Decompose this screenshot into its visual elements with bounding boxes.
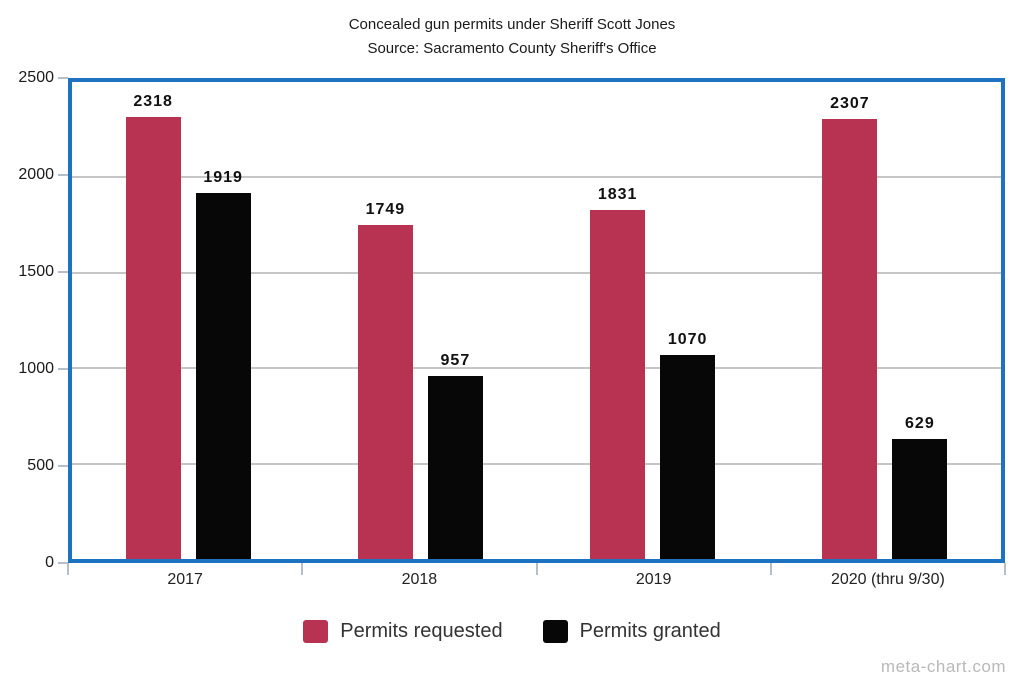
bar-column: 957 (427, 82, 483, 559)
legend: Permits requested Permits granted (0, 620, 1024, 643)
legend-label: Permits granted (579, 620, 721, 642)
bar-group: 2307 629 (769, 82, 1001, 559)
bar-value-label: 1831 (597, 185, 638, 203)
y-tick (58, 271, 68, 273)
gridline (72, 462, 1001, 465)
x-axis-label: 2019 (635, 571, 672, 588)
y-tick-label: 2000 (18, 166, 54, 183)
chart-title: Concealed gun permits under Sheriff Scot… (348, 16, 676, 33)
legend-label: Permits requested (340, 620, 503, 642)
bar-column: 1070 (660, 82, 716, 559)
legend-item: Permits granted (542, 620, 721, 643)
bar (125, 116, 181, 559)
gridline (72, 176, 1001, 179)
y-tick-label: 1000 (18, 360, 54, 377)
bar-value-label: 2307 (830, 94, 870, 112)
y-tick-label: 2500 (18, 69, 54, 86)
y-tick (58, 77, 68, 79)
bar-value-label: 1749 (365, 201, 406, 219)
bar-group: 1831 1070 (537, 82, 769, 559)
x-tick (1004, 563, 1006, 575)
watermark: meta-chart.com (880, 657, 1006, 676)
bar (660, 354, 716, 559)
x-axis-label: 2017 (167, 571, 203, 588)
legend-swatch (542, 620, 568, 643)
bar-column: 1749 (357, 82, 413, 559)
y-tick (58, 465, 68, 467)
bar-column: 629 (892, 82, 948, 559)
x-axis-label: 2020 (thru 9/30) (830, 571, 945, 588)
bar-value-label: 1070 (667, 330, 708, 348)
bar (892, 439, 948, 559)
y-tick-label: 1500 (18, 263, 54, 280)
bar (427, 376, 483, 559)
plot-area: 2318 1919 1749 957 1831 1070 2307 629 (68, 78, 1005, 563)
y-tick (58, 562, 68, 564)
bar-column: 2318 (125, 82, 181, 559)
legend-swatch (303, 620, 329, 643)
bar-column: 1919 (195, 82, 251, 559)
bar-value-label: 629 (905, 415, 935, 432)
bar-value-label: 2318 (133, 92, 173, 110)
legend-item: Permits requested (303, 620, 503, 643)
chart-subtitle: Source: Sacramento County Sheriff's Offi… (367, 40, 657, 57)
bar (357, 225, 413, 559)
y-tick (58, 174, 68, 176)
bar (590, 209, 646, 559)
x-axis-label: 2018 (401, 571, 438, 588)
bar (822, 118, 878, 559)
bar-column: 1831 (590, 82, 646, 559)
bar-group: 1749 957 (304, 82, 536, 559)
gridline (72, 271, 1001, 274)
chart-header: Concealed gun permits under Sheriff Scot… (0, 13, 1024, 61)
x-tick (769, 563, 772, 575)
bar (195, 192, 251, 559)
x-tick (67, 563, 69, 575)
bar-value-label: 957 (440, 352, 471, 370)
x-axis-labels: 2017 2018 2019 2020 (thru 9/30) (68, 571, 1005, 589)
bar-column: 2307 (822, 82, 878, 559)
y-tick-label: 0 (45, 554, 54, 571)
y-tick-label: 500 (27, 457, 54, 474)
x-tick (535, 563, 538, 575)
bar-group: 2318 1919 (72, 82, 304, 559)
x-tick (301, 563, 304, 575)
y-tick (58, 368, 68, 370)
bar-value-label: 1919 (203, 168, 243, 186)
gridline (72, 367, 1001, 370)
